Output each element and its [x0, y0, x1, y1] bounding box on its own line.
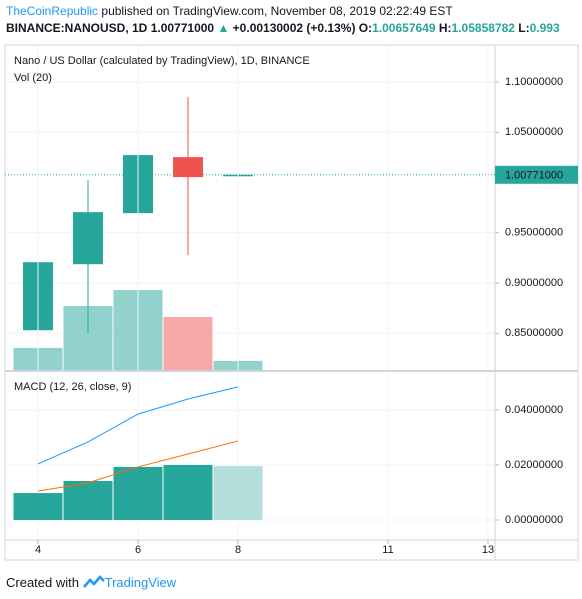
candle-body — [173, 157, 203, 178]
series-line — [37, 386, 239, 465]
published: published on TradingView.com, November 0… — [101, 4, 453, 18]
h: 1.05858782 — [451, 21, 515, 35]
logo — [82, 575, 105, 588]
author[interactable]: TheCoinRepublic — [6, 4, 99, 18]
histogram-bar — [13, 493, 63, 521]
pane-title: MACD (12, 26, close, 9) — [14, 381, 131, 393]
change: +0.00130002 (+0.13%) — [232, 21, 356, 35]
volume-bar — [163, 317, 213, 370]
y-tick-label: 0.02000000 — [505, 459, 563, 471]
header-line: TheCoinRepublic published on TradingView… — [6, 4, 453, 18]
x-tick-label: 13 — [482, 544, 494, 556]
footer: Created with TradingView — [6, 573, 176, 590]
x-tick-label: 4 — [35, 544, 41, 556]
last-price-box — [495, 165, 578, 184]
histogram-bar — [163, 464, 213, 521]
histogram-bar — [213, 466, 263, 521]
arrow: ▲ — [217, 21, 230, 35]
histogram-bar — [113, 466, 163, 521]
y-tick-label: 0.90000000 — [505, 277, 563, 289]
header-line: BINANCE:NANOUSD, 1D 1.00771000 ▲ +0.0013… — [6, 21, 582, 35]
h-label: H: — [438, 21, 452, 35]
created: Created with — [6, 575, 79, 590]
y-tick-label: 0.00000000 — [505, 514, 563, 526]
series-line — [37, 440, 239, 492]
o: 1.00657649 — [372, 21, 436, 35]
y-tick-label: 0.85000000 — [505, 327, 563, 339]
symbol: BINANCE:NANOUSD, 1D — [6, 21, 148, 35]
y-tick-label: 1.10000000 — [505, 76, 563, 88]
y-tick-label: 1.05000000 — [505, 126, 563, 138]
pane-title: Nano / US Dollar (calculated by TradingV… — [14, 55, 310, 67]
o-label: O: — [358, 21, 373, 35]
l: 0.993 — [529, 21, 560, 35]
volume-title: Vol (20) — [14, 72, 52, 84]
y-tick-label: 0.04000000 — [505, 404, 563, 416]
last: 1.00771000 — [150, 21, 215, 35]
y-tick-label: 0.95000000 — [505, 227, 563, 239]
last-price-label: 1.00771000 — [505, 170, 563, 182]
x-tick-label: 11 — [382, 544, 393, 556]
candle-body — [73, 212, 103, 265]
l-label: L: — [518, 21, 530, 35]
frame — [4, 44, 579, 561]
x-tick-label: 6 — [135, 544, 141, 556]
x-tick-label: 8 — [235, 544, 241, 556]
brand[interactable]: TradingView — [104, 575, 177, 590]
logo-shape — [82, 575, 105, 588]
histogram-bar — [63, 480, 113, 521]
